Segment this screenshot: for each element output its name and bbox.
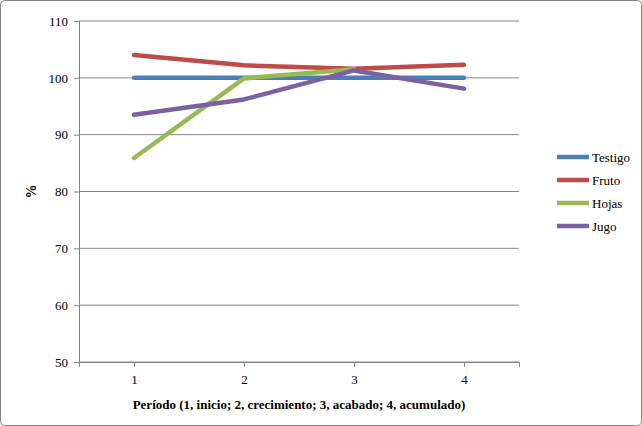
x-tick: 3 <box>351 362 358 387</box>
x-tick-label: 2 <box>241 372 248 387</box>
x-axis: 1 2 3 4 <box>80 362 520 387</box>
legend-label: Testigo <box>592 150 630 165</box>
y-axis-title: % <box>24 185 39 199</box>
legend-item: Jugo <box>557 219 617 234</box>
y-tick-label: 80 <box>55 184 68 199</box>
y-tick-mark <box>74 192 79 193</box>
chart: 50 60 70 80 90 100 110 1 2 3 4% Período (1, inicio;… <box>0 0 642 426</box>
legend-label: Fruto <box>592 173 620 188</box>
y-axis-line <box>74 22 80 363</box>
y-tick-label: 70 <box>55 241 68 256</box>
y-tick-mark <box>74 21 79 22</box>
y-tick-mark <box>74 305 79 306</box>
y-tick-label: 50 <box>55 355 68 370</box>
y-tick-label: 90 <box>55 127 68 142</box>
legend-item: Fruto <box>557 173 620 188</box>
x-tick: 2 <box>241 362 248 387</box>
x-tick-label: 4 <box>461 372 468 387</box>
y-tick-mark <box>74 135 79 136</box>
grid-line <box>79 305 519 306</box>
x-axis-line <box>80 363 520 368</box>
y-tick: 80 <box>55 184 79 199</box>
y-tick-label: 60 <box>55 298 68 313</box>
legend-label: Hojas <box>592 196 622 211</box>
y-tick: 70 <box>55 241 79 256</box>
series-line <box>134 69 354 158</box>
x-axis-title: Período (1, inicio; 2, crecimiento; 3, a… <box>133 397 466 412</box>
series-line <box>134 70 464 114</box>
y-tick: 90 <box>55 127 79 142</box>
legend-swatch <box>557 155 589 160</box>
x-tick: 1 <box>131 362 138 387</box>
legend-label: Jugo <box>592 219 617 234</box>
x-tick-mark <box>244 362 245 367</box>
series-line <box>134 55 464 69</box>
x-tick-mark <box>464 362 465 367</box>
y-tick-label: 100 <box>49 70 69 85</box>
grid-line <box>79 248 519 249</box>
y-tick: 110 <box>49 14 79 29</box>
legend-swatch <box>557 224 589 229</box>
grid-line <box>79 134 519 135</box>
legend: Testigo Fruto Hojas Jugo <box>557 150 630 234</box>
legend-item: Hojas <box>557 196 622 211</box>
grid-line <box>79 77 519 78</box>
x-tick-mark <box>354 362 355 367</box>
grid <box>79 21 519 362</box>
plot: 50 60 70 80 90 100 110 1 2 3 4 <box>49 14 520 388</box>
legend-swatch <box>557 178 589 183</box>
legend-swatch <box>557 201 589 206</box>
lines <box>134 55 464 158</box>
legend-item: Testigo <box>557 150 630 165</box>
y-tick: 100 <box>49 70 80 85</box>
grid-line <box>79 21 519 22</box>
y-tick-label: 110 <box>49 14 68 29</box>
y-tick-mark <box>74 248 79 249</box>
chart-border <box>1 1 642 426</box>
y-tick-mark <box>74 78 79 79</box>
y-tick: 50 <box>55 355 79 370</box>
y-tick-mark <box>74 362 79 363</box>
x-tick: 4 <box>461 362 468 387</box>
y-axis: 50 60 70 80 90 100 110 <box>49 14 80 370</box>
x-tick-label: 1 <box>131 372 138 387</box>
x-tick-mark <box>134 362 135 367</box>
y-tick: 60 <box>55 298 79 313</box>
grid-line <box>79 191 519 192</box>
x-tick-label: 3 <box>351 372 358 387</box>
